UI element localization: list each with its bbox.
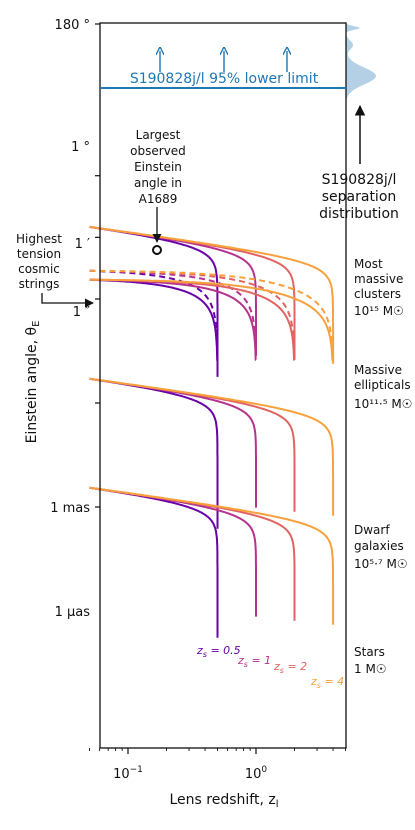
- ellipticals-label-2: ellipticals: [354, 378, 411, 392]
- curve-group-1: [89, 269, 334, 352]
- zs-4-label: zs = 4: [310, 675, 344, 690]
- a1689-line-3: Einstein: [134, 160, 182, 174]
- curve-massive-ellipticals-zs-2: [89, 278, 296, 361]
- cosmic-strings-annotation: Highest tension cosmic strings: [16, 232, 94, 308]
- y-tick-1mas: 1 mas: [50, 501, 90, 516]
- zs-1-label: zs = 1: [237, 654, 271, 669]
- strings-line-1: Highest: [16, 232, 62, 246]
- a1689-line-4: angle in: [134, 176, 182, 190]
- zs-2-label: zs = 2: [273, 660, 307, 675]
- separation-annotation: S190828j/l separation distribution: [319, 104, 399, 222]
- strings-line-2: tension: [17, 247, 61, 261]
- x-tick-0.1: 10−1: [113, 765, 143, 782]
- x-axis-label: Lens redshift, zl: [170, 792, 279, 810]
- a1689-marker: [152, 245, 162, 255]
- separation-distribution: [346, 23, 376, 124]
- x-tick-labels: 10−1 100: [113, 765, 267, 782]
- curve-highest-tension-cosmic-strings-zs-4: [89, 269, 334, 352]
- y-tick-1arcsec: 1 ″: [73, 305, 90, 320]
- dwarfs-label-2: galaxies: [354, 539, 404, 553]
- dwarfs-label-1: Dwarf: [354, 523, 390, 537]
- a1689-line-1: Largest: [136, 128, 181, 142]
- x-tick-1: 100: [245, 765, 268, 782]
- stars-mass: 1 M☉: [354, 662, 387, 676]
- separation-line-2: separation: [322, 189, 397, 205]
- clusters-label-3: clusters: [354, 287, 401, 301]
- strings-arrow: [41, 293, 94, 308]
- lower-limit-label: S190828j/l 95% lower limit: [130, 71, 319, 87]
- y-tick-1deg: 1 °: [71, 140, 90, 155]
- clusters-mass: 10¹⁵ M☉: [354, 304, 404, 318]
- curve-stars-zs-1: [89, 486, 257, 617]
- zs-0.5-label: zs = 0.5: [196, 644, 241, 659]
- strings-line-4: strings: [19, 277, 60, 291]
- ellipticals-mass: 10¹¹·⁵ M☉: [354, 397, 412, 411]
- clusters-label-2: massive: [354, 272, 403, 286]
- separation-line-1: S190828j/l: [322, 172, 397, 188]
- curve-stars-zs-4: [89, 486, 335, 625]
- mass-class-labels: Most massive clusters 10¹⁵ M☉ Massive el…: [354, 257, 412, 676]
- curve-massive-ellipticals-zs-0.5: [89, 278, 219, 361]
- axes-group: [89, 22, 347, 754]
- curve-group-0: [89, 225, 335, 377]
- separation-distribution-shape: [346, 23, 376, 124]
- separation-line-3: distribution: [319, 206, 399, 222]
- y-axis-label: Einstein angle, θE: [24, 321, 42, 444]
- curve-dwarf-galaxies-zs-4: [89, 377, 335, 516]
- a1689-line-2: observed: [130, 144, 186, 158]
- curves-group: [89, 225, 335, 638]
- curve-most-massive-clusters-zs-4: [89, 225, 335, 364]
- curve-dwarf-galaxies-zs-1: [89, 377, 257, 508]
- curve-massive-ellipticals-zs-4: [89, 278, 334, 361]
- a1689-annotation: Largest observed Einstein angle in A1689: [130, 128, 186, 255]
- y-tick-180deg: 180 °: [55, 18, 90, 33]
- y-tick-labels: 180 ° 1 ° 1 ′ 1 ″ 1 mas 1 μas: [50, 18, 90, 620]
- strings-line-3: cosmic: [18, 262, 60, 276]
- dwarfs-mass: 10⁵·⁷ M☉: [354, 557, 408, 571]
- y-tick-1muas: 1 μas: [55, 605, 91, 620]
- source-redshift-labels: zs = 0.5 zs = 1 zs = 2 zs = 4: [196, 644, 344, 690]
- curve-highest-tension-cosmic-strings-zs-2: [89, 269, 296, 352]
- clusters-label-1: Most: [354, 257, 383, 271]
- curve-massive-ellipticals-zs-1: [89, 278, 257, 361]
- curve-most-massive-clusters-zs-1: [89, 225, 257, 356]
- a1689-line-5: A1689: [139, 192, 178, 206]
- stars-label: Stars: [354, 645, 385, 659]
- curve-group-3: [89, 377, 335, 529]
- plot-frame: [99, 22, 347, 749]
- curve-group-2: [89, 278, 334, 361]
- curve-group-4: [89, 486, 335, 638]
- curve-stars-zs-0.5: [89, 486, 219, 638]
- y-tick-1arcmin: 1 ′: [75, 237, 90, 252]
- ellipticals-label-1: Massive: [354, 363, 402, 377]
